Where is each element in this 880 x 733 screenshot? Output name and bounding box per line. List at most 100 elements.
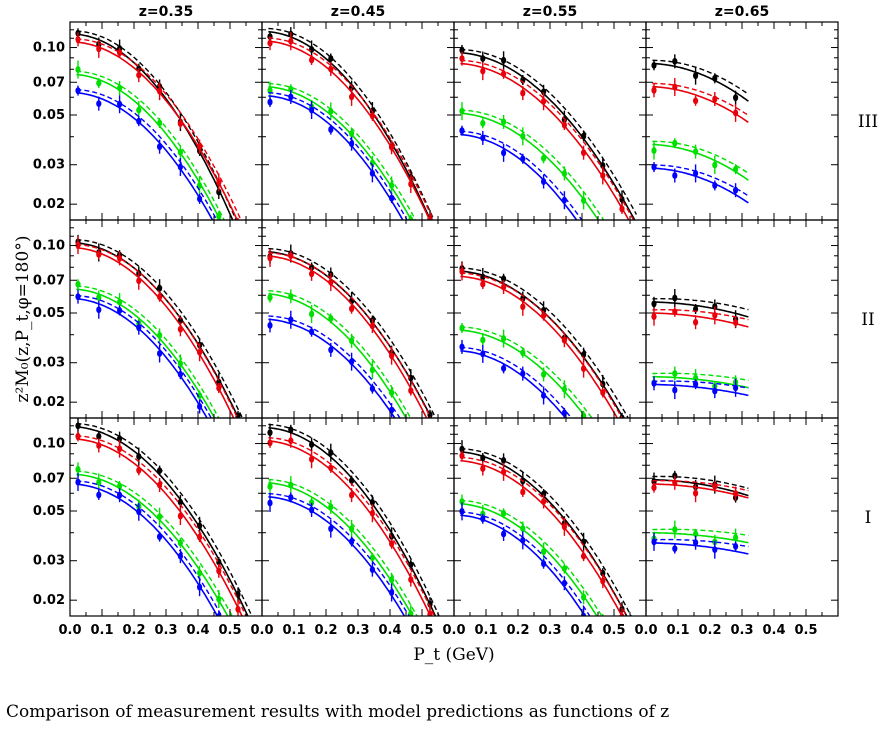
data-point (600, 389, 606, 396)
series-green-dashed-curve (460, 326, 593, 418)
data-point (501, 456, 507, 464)
data-point (157, 513, 163, 521)
data-point (600, 162, 606, 169)
series-blue-solid-curve (76, 298, 208, 418)
series-blue-dashed-curve (652, 380, 749, 389)
data-point (480, 134, 486, 142)
figure-caption: Comparison of measurement results with m… (6, 702, 670, 722)
data-point (288, 252, 294, 260)
series-blue-dashed-curve (76, 88, 218, 220)
series-red-solid-curve (652, 85, 749, 124)
series-green-solid-curve (268, 293, 408, 418)
x-tick-label: 0.4 (378, 623, 401, 638)
data-point (157, 481, 163, 489)
series-green-dashed-curve (268, 478, 418, 616)
data-point (177, 552, 183, 560)
data-point (136, 277, 142, 285)
data-point (328, 525, 334, 533)
data-point (177, 148, 183, 156)
data-point (581, 229, 586, 236)
data-point (427, 269, 432, 276)
data-point (541, 498, 547, 505)
series-black-solid-curve (76, 426, 249, 616)
series-green-solid-curve (268, 482, 414, 616)
data-point (389, 589, 395, 596)
data-point (600, 256, 605, 263)
series-blue-solid-curve (460, 514, 586, 616)
data-point (288, 37, 294, 45)
series-green-solid-curve (460, 502, 598, 616)
panels (75, 27, 749, 616)
series-green-solid-curve (460, 112, 600, 220)
data-point (117, 298, 123, 306)
data-point (561, 565, 568, 573)
data-point (459, 452, 465, 460)
panel-II-4 (651, 289, 749, 400)
data-point (235, 254, 240, 261)
data-point (480, 465, 486, 472)
series-blue-solid-curve (76, 92, 214, 220)
column-title: z=0.55 (523, 4, 577, 20)
data-point (349, 337, 355, 345)
y-tick-label: 0.05 (33, 306, 65, 321)
data-point (177, 539, 183, 547)
series-red-solid-curve (652, 483, 749, 499)
data-point (328, 126, 334, 133)
data-point (408, 610, 414, 616)
series-green-solid-curve (76, 473, 229, 616)
data-point (541, 88, 547, 96)
series-red-solid-curve (652, 312, 749, 328)
data-point (541, 560, 547, 568)
series-black-dashed-curve (652, 298, 749, 311)
data-point (600, 380, 606, 388)
data-point (309, 455, 315, 463)
x-tick-label: 0.3 (154, 623, 177, 638)
data-point (733, 186, 739, 194)
data-point (369, 112, 375, 120)
data-point (427, 251, 432, 258)
data-point (328, 65, 334, 73)
data-point (349, 93, 355, 101)
panel-III-2 (267, 27, 435, 276)
panel-II-2 (267, 244, 437, 418)
data-point (389, 182, 395, 189)
y-tick-label: 0.03 (33, 158, 65, 173)
panel-III-4 (651, 54, 749, 204)
data-point (693, 148, 699, 156)
data-point (693, 72, 699, 80)
data-point (561, 579, 568, 587)
data-point (96, 100, 102, 108)
data-point (408, 180, 414, 188)
data-point (96, 491, 102, 499)
series-green-solid-curve (652, 375, 749, 389)
data-point (177, 325, 183, 333)
series-red-solid-curve (460, 275, 619, 418)
data-point (389, 194, 395, 202)
series-red-solid-curve (268, 255, 428, 418)
series-green-solid-curve (76, 73, 222, 220)
data-point (369, 566, 375, 574)
data-point (349, 525, 355, 533)
data-point (136, 106, 142, 114)
data-point (389, 389, 395, 396)
series-blue-dashed-curve (268, 92, 408, 220)
series-blue-solid-curve (268, 318, 396, 418)
data-point (216, 226, 221, 233)
data-point (75, 36, 81, 43)
data-point (651, 147, 657, 154)
data-point (561, 385, 568, 393)
series-blue-solid-curve (268, 95, 404, 220)
data-point (541, 392, 547, 399)
data-point (216, 613, 222, 616)
panel-I-1 (75, 418, 253, 616)
data-point (197, 522, 203, 530)
data-point (197, 533, 203, 541)
data-point (309, 56, 315, 64)
series-black-solid-curve (652, 62, 749, 102)
series-black-solid-curve (460, 51, 636, 220)
data-point (96, 251, 102, 258)
data-point (197, 195, 203, 203)
data-point (600, 466, 605, 473)
data-point (712, 182, 718, 189)
series-black-dashed-curve (460, 48, 638, 215)
